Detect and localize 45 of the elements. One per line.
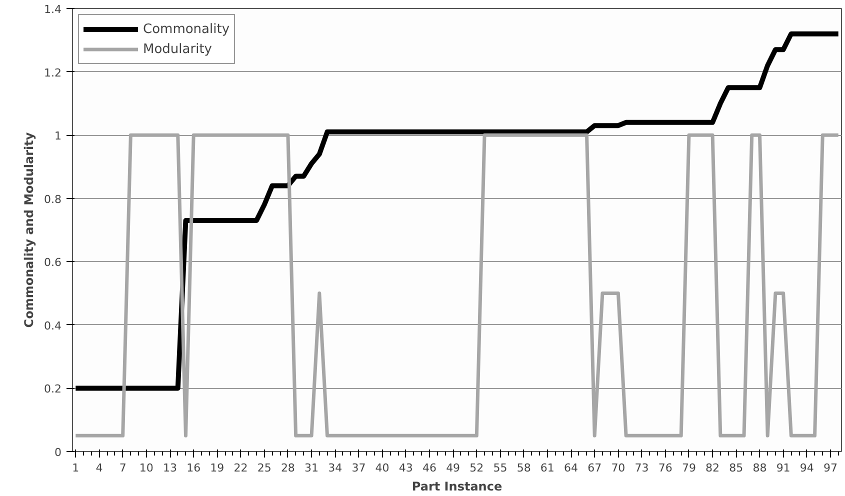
x-tick-label: 49: [446, 462, 460, 474]
x-tick-label: 52: [470, 462, 484, 474]
x-tick-label: 1: [72, 462, 80, 474]
x-tick-label: 97: [823, 462, 838, 474]
x-tick-label: 79: [682, 462, 696, 474]
x-tick-label: 61: [540, 462, 554, 474]
x-tick-label: 13: [163, 462, 177, 474]
x-tick-label: 34: [328, 462, 342, 474]
legend-label: Commonality: [143, 22, 230, 36]
x-tick-label: 91: [776, 462, 790, 474]
x-tick-label: 82: [706, 462, 720, 474]
x-tick-label: 46: [422, 462, 436, 474]
y-tick-label: 0.8: [44, 192, 62, 206]
x-tick-label: 37: [352, 462, 366, 474]
y-tick-label: 0: [54, 446, 62, 459]
x-tick-label: 25: [257, 462, 272, 474]
y-tick-label: 0.4: [44, 319, 62, 332]
x-tick-label: 85: [729, 462, 744, 474]
y-tick-label: 1.4: [44, 3, 62, 16]
x-tick-label: 55: [493, 462, 508, 474]
y-axis-title: Commonality and Modularity: [22, 132, 36, 328]
x-tick-label: 94: [800, 462, 814, 474]
x-tick-label: 31: [304, 462, 319, 474]
x-tick-label: 28: [280, 462, 295, 474]
x-tick-label: 7: [119, 462, 126, 474]
x-tick-label: 64: [564, 462, 578, 474]
x-tick-label: 76: [658, 462, 672, 474]
x-tick-label: 70: [611, 462, 626, 474]
x-tick-label: 58: [516, 462, 531, 474]
x-tick-label: 16: [186, 462, 201, 474]
x-tick-label: 88: [752, 462, 767, 474]
y-tick-label: 0.6: [44, 256, 62, 270]
x-axis-title: Part Instance: [412, 480, 502, 494]
x-tick-label: 10: [139, 462, 154, 474]
y-tick-label: 1.2: [44, 66, 62, 80]
x-tick-label: 19: [210, 462, 224, 474]
x-tick-label: 22: [234, 462, 248, 474]
x-tick-label: 73: [634, 462, 649, 474]
legend-label: Modularity: [143, 42, 212, 56]
y-tick-label: 1: [54, 130, 62, 143]
y-tick-label: 0.2: [44, 382, 62, 396]
x-tick-label: 43: [398, 462, 413, 474]
x-tick-label: 67: [588, 462, 602, 474]
x-tick-label: 40: [375, 462, 390, 474]
x-tick-label: 4: [96, 462, 103, 474]
